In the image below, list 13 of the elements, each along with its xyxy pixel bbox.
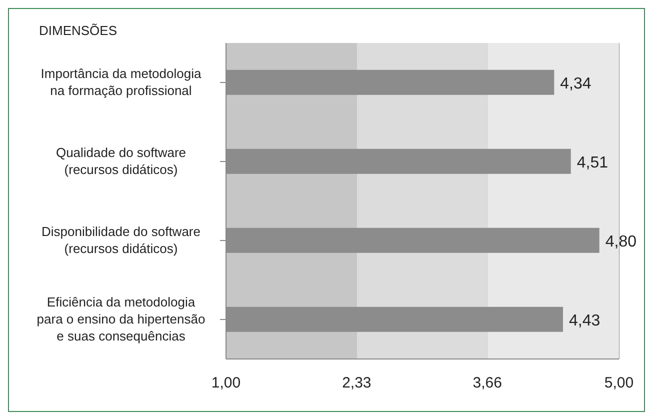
y-axis-title: DIMENSÕES <box>39 23 118 38</box>
data-label: 4,43 <box>568 312 600 330</box>
data-label: 4,34 <box>560 75 592 92</box>
data-label: 4,80 <box>605 233 637 250</box>
x-tick-label: 1,00 <box>211 374 241 392</box>
y-tick-label: Importância da metodologia na formação profissional <box>40 66 202 98</box>
y-tick-label: Qualidade do software (recursos didáticos) <box>56 145 186 177</box>
x-tick-label: 3,66 <box>472 374 502 392</box>
x-tick-label: 2,33 <box>342 374 372 392</box>
x-tick-label: 5,00 <box>604 374 634 392</box>
y-tick-label: Eficiência da metodologia para o ensino da hipertensão e suas consequências <box>36 294 206 344</box>
data-label: 4,51 <box>576 154 608 172</box>
y-tick-label: Disponibilidade do software (recursos didáticos) <box>42 224 200 256</box>
